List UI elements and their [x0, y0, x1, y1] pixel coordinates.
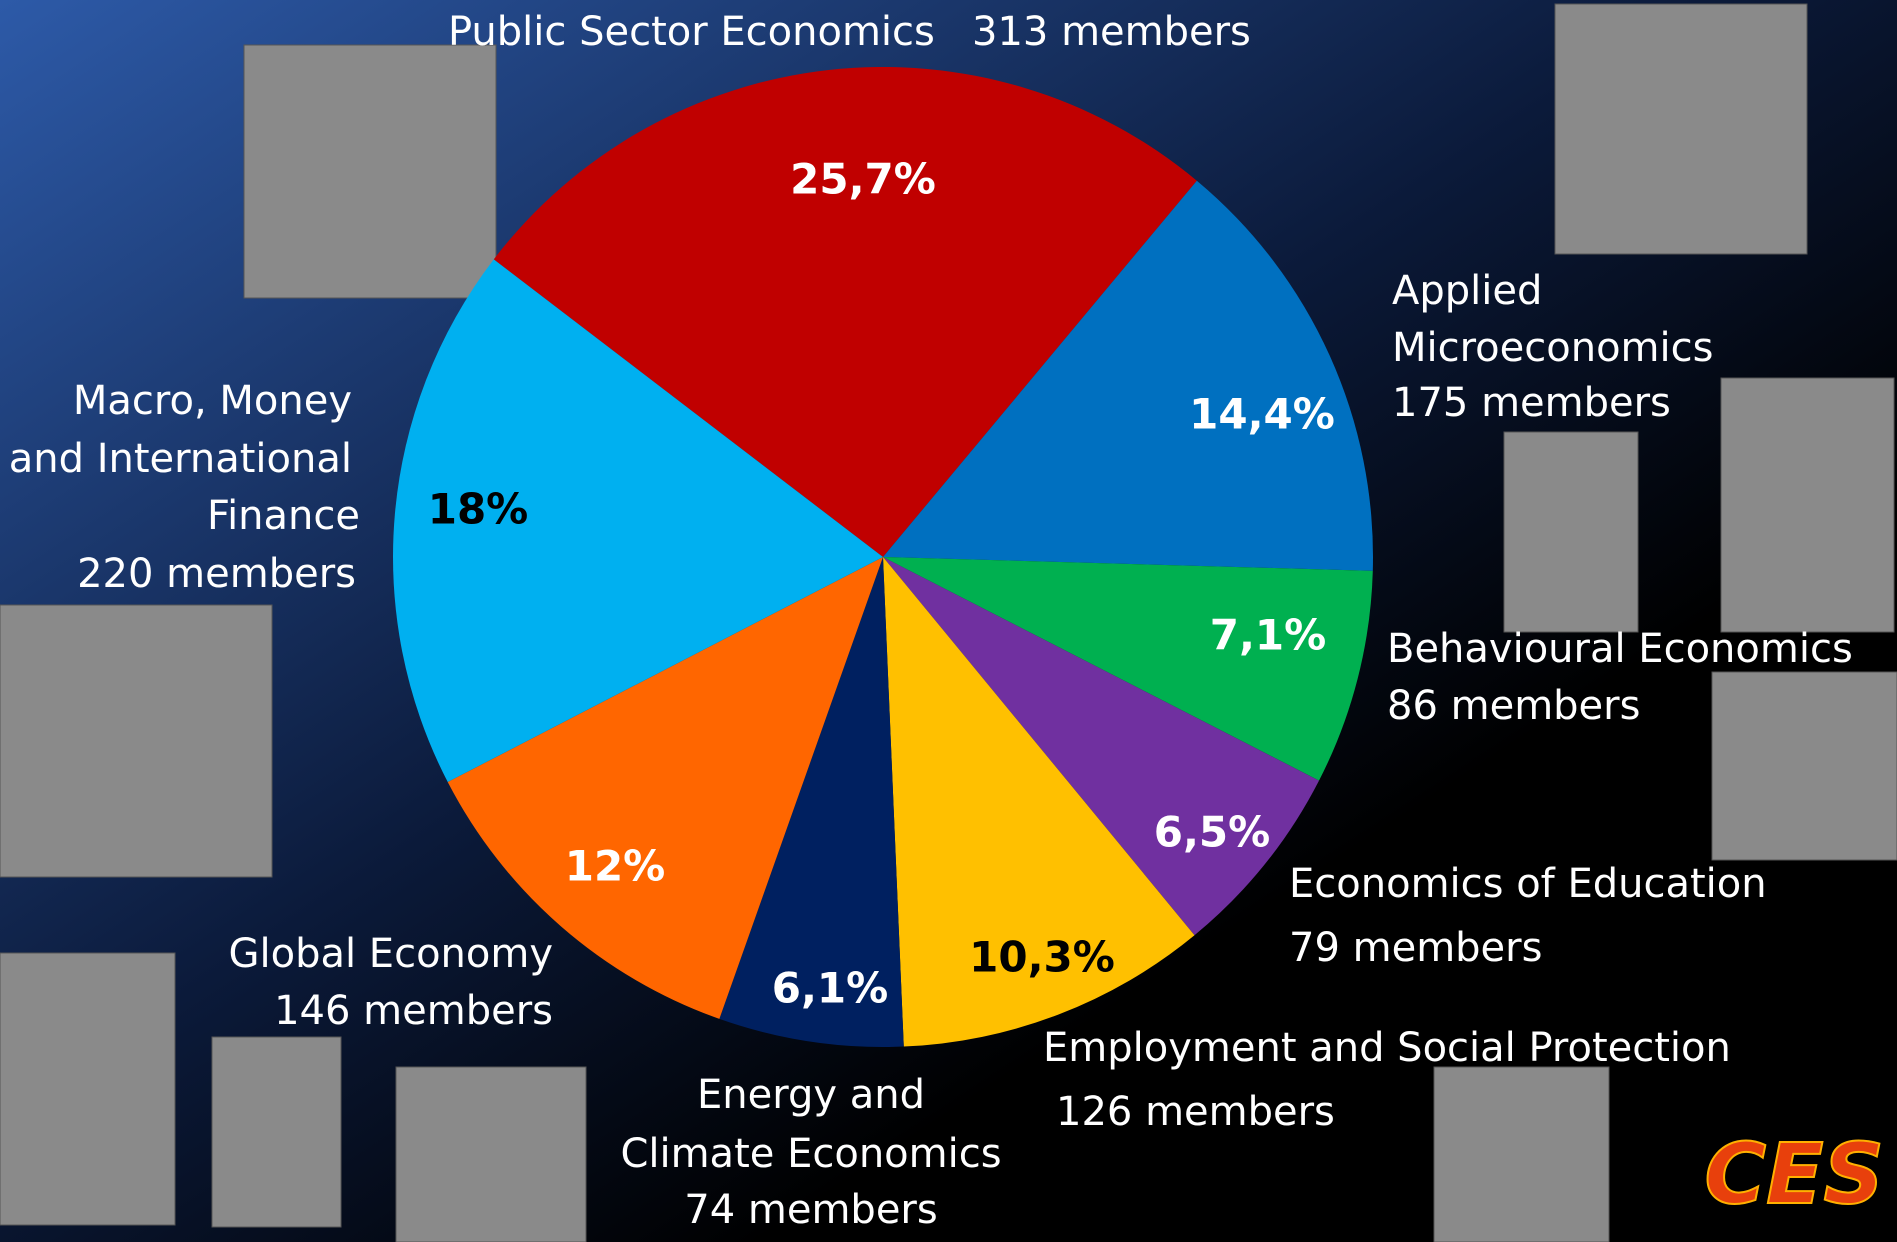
member-label: 220 members [77, 551, 356, 597]
pie-slice [393, 259, 883, 783]
category-label: and International [9, 436, 352, 482]
category-label: Energy and [697, 1072, 925, 1118]
pie-slice [883, 557, 1195, 1047]
member-label: 313 members [972, 9, 1251, 55]
photo [1433, 1066, 1610, 1242]
photo [0, 604, 273, 878]
category-label: Climate Economics [620, 1131, 1001, 1177]
category-label: Behavioural Economics [1387, 626, 1853, 672]
data-label: 25,7% [790, 155, 936, 204]
data-label: 10,3% [969, 933, 1115, 982]
member-label: 79 members [1289, 925, 1542, 971]
pie-slice [883, 557, 1373, 781]
photo [395, 1066, 587, 1242]
member-label: 175 members [1392, 380, 1671, 426]
category-label: Macro, Money [73, 378, 352, 424]
data-label: 6,1% [772, 964, 888, 1013]
photo [1711, 671, 1897, 861]
member-label: 74 members [684, 1187, 937, 1233]
data-label: 6,5% [1154, 808, 1270, 857]
photo [1554, 3, 1808, 255]
pie-slice [719, 557, 904, 1047]
pie-slice [493, 67, 1197, 557]
member-label: 126 members [1056, 1089, 1335, 1135]
category-label: Applied [1392, 268, 1542, 314]
category-label: Employment and Social Protection [1043, 1025, 1731, 1071]
member-label: 86 members [1387, 683, 1640, 729]
data-label: 18% [428, 485, 529, 534]
photo [211, 1036, 342, 1228]
pie-slice [447, 557, 883, 1019]
data-label: 14,4% [1189, 390, 1335, 439]
category-label: Global Economy [228, 931, 553, 977]
member-label: 146 members [274, 988, 553, 1034]
photos [0, 3, 1897, 1242]
data-label: 12% [565, 842, 666, 891]
photo [0, 952, 176, 1226]
pie-slice [883, 180, 1373, 571]
logo: CES [1704, 1125, 1884, 1223]
data-label: 7,1% [1210, 611, 1326, 660]
photo [1503, 431, 1639, 633]
category-label: Economics of Education [1289, 861, 1767, 907]
photo [1720, 377, 1895, 633]
category-label: Microeconomics [1392, 325, 1713, 371]
category-label: Finance [207, 493, 360, 539]
photo [243, 44, 497, 299]
category-label: Public Sector Economics [448, 9, 935, 55]
pie-slice [883, 557, 1320, 936]
